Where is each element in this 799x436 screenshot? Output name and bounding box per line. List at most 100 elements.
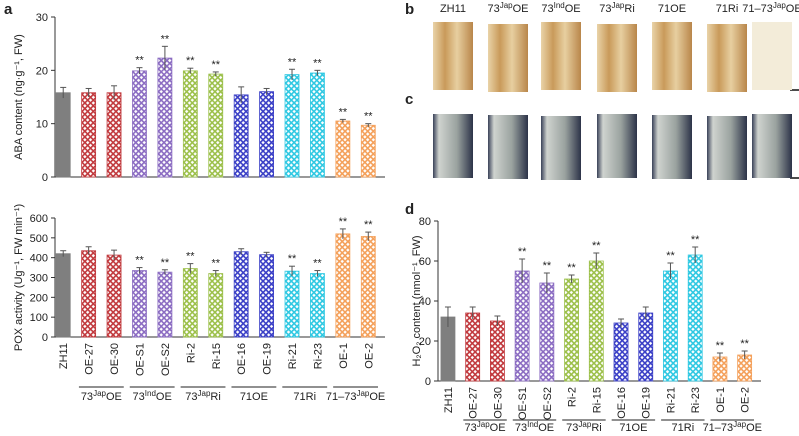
- leaf-photo-b: [652, 22, 692, 90]
- y-tick-label: 20: [36, 65, 48, 77]
- leaf-photo-c: [433, 114, 473, 178]
- bar: [81, 250, 97, 338]
- group-label: 71OE: [240, 391, 268, 403]
- significance: **: [691, 234, 700, 246]
- y-tick-label: 10: [36, 119, 48, 131]
- significance: **: [364, 219, 373, 231]
- panel-label: c: [405, 91, 413, 108]
- leaf-photo-c: [652, 115, 692, 179]
- y-tick-label: 500: [30, 233, 48, 245]
- group-label: 71Ri: [672, 422, 695, 434]
- x-tick-label: OE-1: [715, 387, 727, 413]
- significance: **: [161, 257, 170, 269]
- y-tick-label: 60: [419, 256, 431, 268]
- y-tick-label: 0: [42, 172, 48, 184]
- bar: [157, 57, 173, 178]
- bar: [233, 94, 249, 178]
- bar: [182, 268, 198, 338]
- image-label: 73JapRi: [599, 1, 635, 16]
- x-tick-label: Ri-2: [185, 343, 197, 363]
- leaf-photo-b: [541, 22, 581, 90]
- leaf-photo-c: [752, 114, 792, 178]
- significance: **: [740, 338, 749, 350]
- panel-label: d: [405, 201, 414, 218]
- group-label: 71OE: [619, 422, 647, 434]
- bar: [638, 312, 654, 382]
- y-tick-label: 40: [419, 296, 431, 308]
- bar: [613, 322, 629, 382]
- bar: [259, 254, 274, 338]
- x-tick-label: OE-27: [468, 387, 480, 419]
- x-tick-label: OE-1: [338, 343, 350, 369]
- bar: [55, 92, 71, 178]
- x-tick-label: OE-19: [641, 387, 653, 419]
- y-tick-label: 30: [36, 12, 48, 24]
- bar: [81, 92, 97, 178]
- bar: [687, 254, 703, 382]
- y-tick-label: 0: [425, 376, 431, 388]
- significance: **: [313, 258, 322, 270]
- y-tick-label: 0: [42, 332, 48, 344]
- significance: **: [339, 216, 348, 228]
- y-tick-label: 300: [30, 273, 48, 285]
- leaf-photo-b: [597, 24, 637, 92]
- x-tick-label: ZH11: [58, 343, 70, 369]
- y-tick-label: 20: [419, 336, 431, 348]
- x-tick-label: Ri-23: [312, 343, 324, 369]
- bar: [132, 270, 147, 338]
- leaf-photo-c: [541, 116, 581, 180]
- x-tick-label: Ri-21: [665, 387, 677, 413]
- bar: [132, 70, 147, 178]
- x-tick-label: ZH11: [443, 387, 455, 413]
- significance: **: [288, 56, 297, 68]
- significance: **: [592, 240, 601, 252]
- group-label: 71–73JapOE: [703, 420, 762, 435]
- bar: [106, 254, 122, 338]
- image-label: 71Ri: [716, 3, 739, 15]
- image-label: 71OE: [658, 3, 686, 15]
- group-label: 71–73JapOE: [326, 389, 385, 404]
- group-label: 73JapRi: [566, 420, 602, 435]
- image-label: ZH11: [440, 3, 466, 15]
- significance: **: [186, 251, 195, 263]
- bar: [360, 236, 376, 338]
- leaf-photo-b: [433, 22, 473, 90]
- group-label: 71Ri: [293, 391, 316, 403]
- x-tick-label: OE-30: [492, 387, 504, 419]
- bar: [182, 70, 198, 178]
- group-label: 73JapOE: [465, 420, 506, 435]
- y-axis-label: H₂O₂ content (nmol⁻¹, FW): [411, 235, 423, 366]
- x-tick-label: OE-27: [84, 343, 96, 375]
- x-tick-label: OE-16: [616, 387, 628, 419]
- bar: [663, 270, 678, 382]
- x-tick-label: OE-2: [363, 343, 375, 369]
- bar: [284, 74, 300, 178]
- significance: **: [567, 262, 576, 274]
- bar: [310, 72, 325, 178]
- x-tick-label: OE-16: [236, 343, 248, 375]
- bar: [465, 312, 481, 382]
- x-tick-label: Ri-15: [591, 387, 603, 413]
- image-label: 73JapOE: [487, 1, 528, 16]
- y-tick-label: 100: [30, 312, 48, 324]
- significance: **: [288, 253, 297, 265]
- group-label: 73JapOE: [81, 389, 122, 404]
- x-tick-label: Ri-21: [287, 343, 299, 369]
- image-label: 73IndOE: [541, 1, 580, 16]
- x-tick-label: OE-19: [262, 343, 274, 375]
- significance: **: [518, 246, 527, 258]
- x-tick-label: OE-2: [740, 387, 752, 413]
- significance: **: [211, 258, 220, 270]
- bar: [208, 273, 224, 338]
- bar: [360, 124, 376, 178]
- significance: **: [135, 55, 144, 67]
- leaf-photo-c: [488, 115, 528, 179]
- y-tick-label: 600: [30, 213, 48, 225]
- leaf-photo-b: [707, 24, 747, 92]
- x-tick-label: OE-S1: [517, 387, 529, 420]
- y-tick-label: 80: [419, 216, 431, 228]
- x-tick-label: Ri-2: [567, 387, 579, 407]
- bar: [310, 273, 325, 338]
- bar: [55, 253, 71, 338]
